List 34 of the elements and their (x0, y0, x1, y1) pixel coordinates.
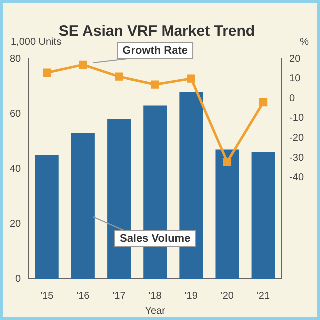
x-tick-label: '21 (256, 290, 270, 302)
series-label: Growth Rate (122, 45, 188, 58)
x-tick-label: '19 (184, 290, 198, 302)
y2-tick-label: -20 (290, 133, 304, 144)
point (43, 68, 52, 77)
bar (216, 150, 240, 279)
point (223, 158, 232, 166)
point (79, 60, 88, 70)
x-tick-label: '17 (112, 290, 126, 302)
y2-tick-label: 10 (290, 74, 302, 85)
x-tick-label: '18 (148, 290, 162, 302)
y2-tick-label: -30 (290, 152, 304, 164)
bar (252, 152, 276, 279)
y-tick-label: 20 (10, 218, 22, 230)
x-tick-label: '20 (220, 290, 234, 302)
point (115, 72, 124, 81)
point (259, 98, 268, 107)
y2-tick-label: 0 (290, 93, 296, 104)
x-axis-title: Year (145, 306, 166, 317)
point (151, 80, 160, 89)
bar (71, 133, 95, 279)
y-tick-label: 60 (10, 108, 22, 120)
point (187, 74, 196, 83)
series-label: Sales Volume (120, 233, 191, 246)
y-tick-label: 80 (10, 54, 22, 65)
y2-axis-title: % (300, 37, 310, 48)
x-tick-label: '16 (76, 290, 90, 302)
y2-tick-label: 20 (290, 54, 302, 65)
y-tick-label: 0 (16, 274, 22, 285)
bar (35, 155, 59, 279)
y-tick-label: 40 (10, 164, 22, 175)
x-tick-label: '15 (40, 290, 54, 302)
y2-tick-label: -10 (290, 113, 304, 124)
y2-tick-label: -40 (290, 172, 304, 184)
